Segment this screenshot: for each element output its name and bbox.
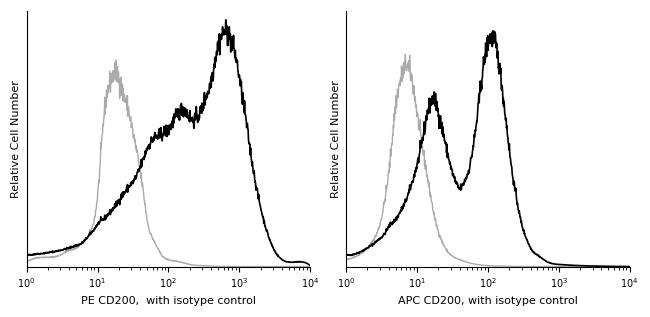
X-axis label: APC CD200, with isotype control: APC CD200, with isotype control — [398, 296, 578, 306]
Y-axis label: Relative Cell Number: Relative Cell Number — [11, 80, 21, 198]
X-axis label: PE CD200,  with isotype control: PE CD200, with isotype control — [81, 296, 256, 306]
Y-axis label: Relative Cell Number: Relative Cell Number — [331, 80, 341, 198]
